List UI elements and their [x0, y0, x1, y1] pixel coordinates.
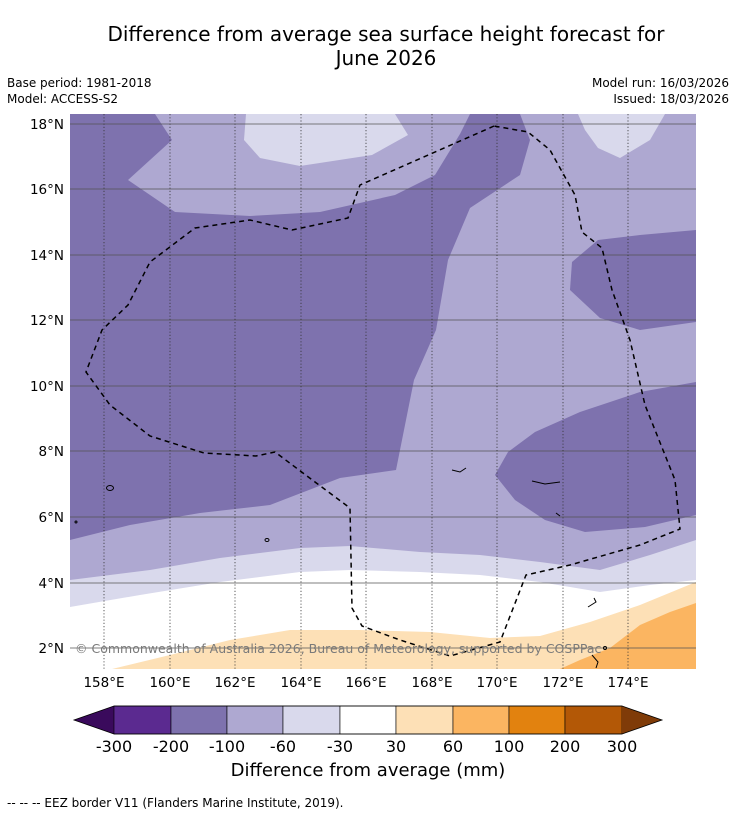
lon-tick-labels: 158°E 160°E 162°E 164°E 166°E 168°E 170°… [83, 675, 648, 691]
band-plus-30 [112, 582, 696, 669]
colorbar-title: Difference from average (mm) [230, 760, 506, 781]
lon-label: 168°E [411, 675, 452, 691]
colorbar-segment [282, 705, 341, 735]
colorbar-tick: -300 [96, 737, 132, 756]
colorbar-segment [508, 705, 566, 735]
latitude-lines [70, 123, 696, 649]
colorbar-tick: 200 [550, 737, 581, 756]
colorbar-segment [113, 705, 172, 735]
colorbar-over-arrow [622, 706, 662, 734]
lon-label: 172°E [542, 675, 583, 691]
colorbar-tick: -30 [327, 737, 353, 756]
eez-border [85, 125, 681, 657]
colorbar-segment [339, 705, 397, 735]
base-period: Base period: 1981-2018 [7, 76, 152, 90]
issued-date: Issued: 18/03/2026 [613, 92, 729, 106]
islands [74, 467, 607, 669]
lon-label: 160°E [149, 675, 190, 691]
lon-label: 162°E [214, 675, 255, 691]
colorbar-segment [452, 705, 510, 735]
meta-right: Model run: 16/03/2026 Issued: 18/03/2026 [592, 75, 729, 107]
meta-left: Base period: 1981-2018 Model: ACCESS-S2 [7, 75, 152, 107]
lat-label: 12°N [30, 313, 64, 329]
lon-label: 174°E [607, 675, 648, 691]
colorbar-tick: 300 [607, 737, 638, 756]
lat-label: 2°N [39, 641, 64, 657]
colorbar-tick: -100 [209, 737, 245, 756]
lon-label: 164°E [280, 675, 321, 691]
colorbar-tick: 30 [386, 737, 406, 756]
lat-label: 4°N [39, 576, 64, 592]
map-fill-layers [70, 114, 696, 669]
lat-label: 14°N [30, 248, 64, 264]
model-name: Model: ACCESS-S2 [7, 92, 119, 106]
colorbar: -300 -200 -100 -60 -30 30 60 100 200 300 [72, 705, 664, 756]
colorbar-segment [226, 705, 284, 735]
lat-label: 6°N [39, 510, 64, 526]
colorbar-segment [395, 705, 454, 735]
title-line-2: June 2026 [335, 46, 437, 70]
band-minus-60-north [244, 114, 408, 166]
colorbar-under-arrow [74, 706, 114, 734]
colorbar-tick: -200 [153, 737, 189, 756]
lon-label: 170°E [476, 675, 517, 691]
lat-label: 10°N [30, 379, 64, 395]
map-figure: © Commonwealth of Australia 2026, Bureau… [30, 114, 696, 691]
lat-label: 8°N [39, 444, 64, 460]
lat-label: 18°N [30, 117, 64, 133]
copyright-notice: © Commonwealth of Australia 2026, Bureau… [75, 641, 601, 656]
lat-label: 16°N [30, 182, 64, 198]
band-minus-200-west [70, 114, 530, 540]
eez-footnote: -- -- -- EEZ border V11 (Flanders Marine… [7, 796, 344, 810]
band-minus-200-east-lower [495, 382, 696, 532]
colorbar-tick: 100 [494, 737, 525, 756]
colorbar-tick: 60 [443, 737, 463, 756]
colorbar-segment [170, 705, 228, 735]
model-run: Model run: 16/03/2026 [591, 76, 729, 90]
lon-label: 166°E [345, 675, 386, 691]
chart-title: Difference from average sea surface heig… [0, 22, 736, 70]
lon-label: 158°E [83, 675, 124, 691]
title-line-1: Difference from average sea surface heig… [107, 22, 665, 46]
colorbar-tick: -60 [270, 737, 296, 756]
band-minus-60-northeast [578, 114, 665, 158]
lat-tick-labels: 18°N 16°N 14°N 12°N 10°N 8°N 6°N 4°N 2°N [30, 117, 64, 657]
colorbar-segment [564, 705, 623, 735]
